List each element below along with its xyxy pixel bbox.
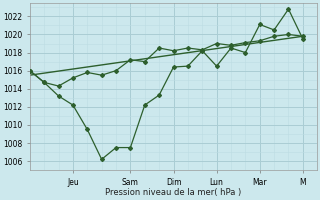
X-axis label: Pression niveau de la mer( hPa ): Pression niveau de la mer( hPa ): [105, 188, 242, 197]
